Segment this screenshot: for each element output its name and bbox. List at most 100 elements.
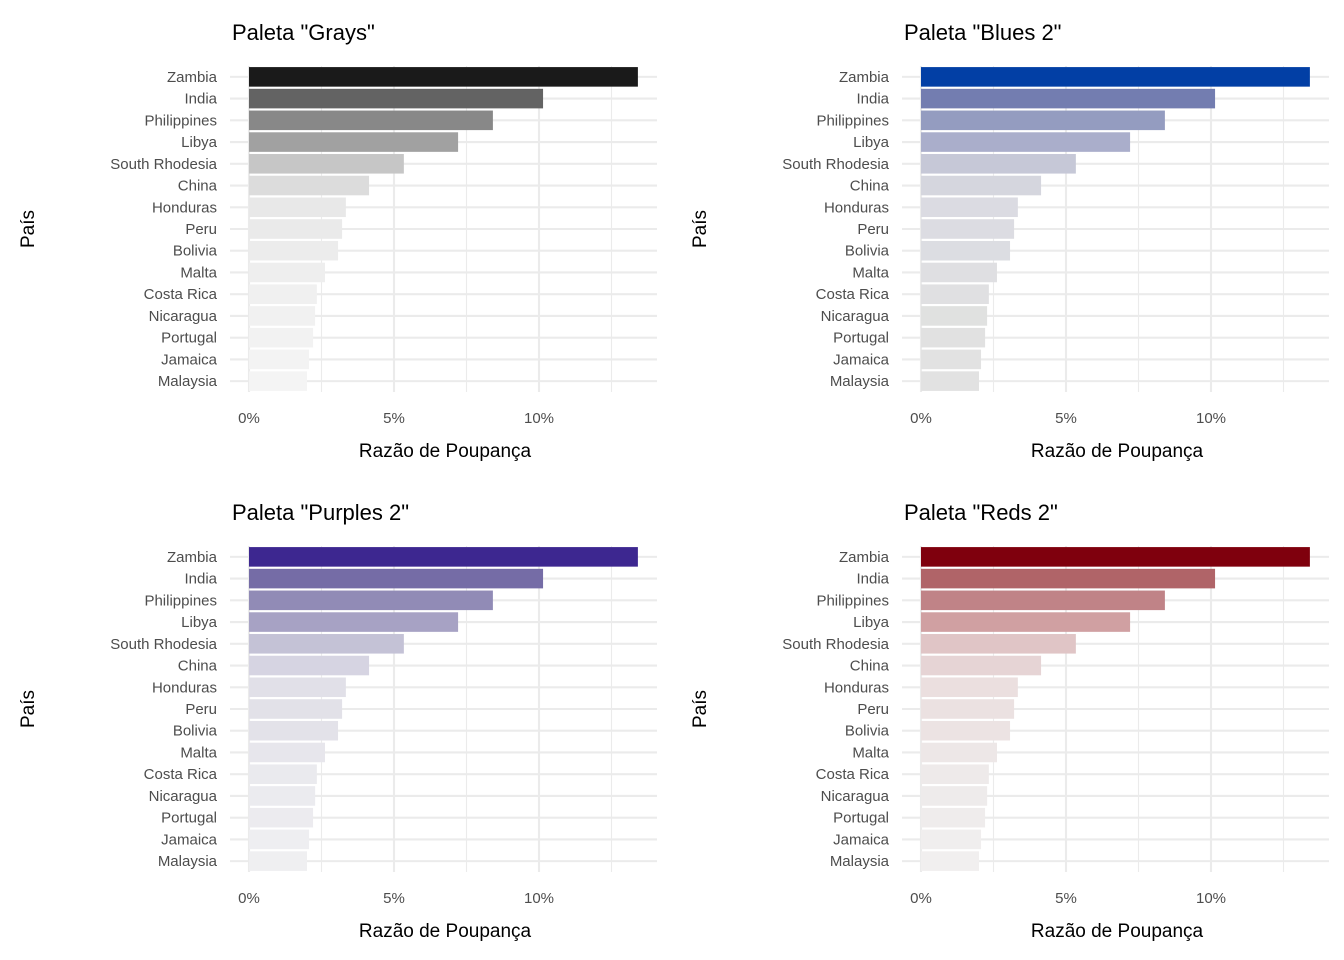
y-tick-label: Portugal <box>161 330 217 347</box>
y-tick-label: Libya <box>181 134 218 151</box>
bar <box>249 306 316 326</box>
y-tick-label: Portugal <box>833 330 889 347</box>
bar <box>249 851 307 871</box>
y-tick-label: India <box>184 91 217 108</box>
y-tick-label: Peru <box>857 701 889 718</box>
bar <box>921 720 1011 741</box>
y-tick-label: India <box>856 91 889 108</box>
y-tick-label: India <box>184 571 217 588</box>
y-tick-label: Honduras <box>152 679 217 696</box>
chart-panel: Zambia India Philippines Libya South Rhodesi… <box>18 500 657 942</box>
bar <box>921 677 1018 698</box>
y-tick-label: Jamaica <box>833 831 890 848</box>
y-tick-label: Bolivia <box>845 723 890 740</box>
y-axis-title: País <box>690 690 711 728</box>
bar <box>249 154 404 174</box>
bar <box>921 110 1165 131</box>
y-tick-label: Malaysia <box>830 853 890 870</box>
x-tick-label: 0% <box>910 890 932 907</box>
y-tick-label: Portugal <box>833 810 889 827</box>
bar <box>921 306 988 326</box>
bar <box>921 612 1131 632</box>
bar <box>921 547 1310 567</box>
y-tick-label: Zambia <box>167 549 218 566</box>
bar <box>249 349 310 370</box>
chart-title: Paleta "Purples 2" <box>232 500 409 525</box>
y-tick-label: South Rhodesia <box>782 156 889 173</box>
bar <box>921 786 988 806</box>
y-tick-label: Malaysia <box>830 373 890 390</box>
y-tick-label: South Rhodesia <box>782 636 889 653</box>
bar <box>921 219 1015 239</box>
y-tick-label: Malta <box>180 264 217 281</box>
bar <box>921 197 1018 218</box>
bar <box>249 132 459 152</box>
y-tick-label: Portugal <box>161 810 217 827</box>
x-axis-title: Razão de Poupança <box>359 921 532 942</box>
bar <box>249 568 544 589</box>
bar <box>921 262 997 283</box>
x-tick-label: 10% <box>1196 410 1226 427</box>
y-tick-label: Bolivia <box>173 723 218 740</box>
bar <box>921 284 989 304</box>
chart-title: Paleta "Reds 2" <box>904 500 1058 525</box>
bar <box>921 655 1042 676</box>
y-tick-label: Honduras <box>152 199 217 216</box>
bar <box>921 568 1216 589</box>
y-tick-label: Nicaragua <box>821 788 890 805</box>
y-tick-label: China <box>178 178 218 195</box>
bar <box>249 699 343 719</box>
bar <box>249 547 638 567</box>
x-tick-label: 0% <box>238 890 260 907</box>
x-tick-label: 10% <box>524 890 554 907</box>
y-tick-label: Costa Rica <box>816 286 890 303</box>
chart-panel: Zambia India Philippines Libya South Rhodesi… <box>690 20 1329 462</box>
y-tick-label: China <box>850 178 890 195</box>
y-tick-label: Nicaragua <box>821 308 890 325</box>
y-tick-label: Zambia <box>839 69 890 86</box>
x-tick-label: 5% <box>383 890 405 907</box>
bar <box>249 327 314 348</box>
bar <box>249 284 317 304</box>
y-tick-label: Jamaica <box>161 831 218 848</box>
x-tick-label: 0% <box>910 410 932 427</box>
y-tick-label: Peru <box>185 701 217 718</box>
bar <box>249 110 493 131</box>
bar <box>921 371 979 391</box>
chart-panel: Zambia India Philippines Libya South Rhodesi… <box>18 20 657 462</box>
bar <box>249 720 339 741</box>
bar <box>921 67 1310 87</box>
x-tick-label: 10% <box>1196 890 1226 907</box>
bar <box>921 88 1216 109</box>
y-tick-label: Bolivia <box>845 243 890 260</box>
y-tick-label: Zambia <box>167 69 218 86</box>
y-tick-label: India <box>856 571 889 588</box>
bar <box>249 590 493 611</box>
x-axis-title: Razão de Poupança <box>1031 921 1204 942</box>
chart-panel: Zambia India Philippines Libya South Rhodesi… <box>690 500 1329 942</box>
bar <box>921 742 997 763</box>
x-tick-label: 0% <box>238 410 260 427</box>
bar <box>249 67 638 87</box>
bar <box>921 699 1015 719</box>
y-tick-label: Malta <box>852 264 889 281</box>
y-tick-label: Bolivia <box>173 243 218 260</box>
y-tick-label: Costa Rica <box>144 286 218 303</box>
y-tick-label: Philippines <box>816 112 889 129</box>
x-axis-title: Razão de Poupança <box>359 441 532 462</box>
y-tick-label: Libya <box>853 134 890 151</box>
y-axis-title: País <box>18 210 39 248</box>
y-tick-label: Nicaragua <box>149 788 218 805</box>
chart-title: Paleta "Grays" <box>232 20 375 45</box>
y-tick-label: Philippines <box>816 592 889 609</box>
y-tick-label: Peru <box>857 221 889 238</box>
bar <box>249 612 459 632</box>
bar <box>249 262 325 283</box>
x-tick-label: 5% <box>383 410 405 427</box>
y-tick-label: Honduras <box>824 679 889 696</box>
bar <box>249 634 404 654</box>
x-axis-title: Razão de Poupança <box>1031 441 1204 462</box>
y-tick-label: Costa Rica <box>816 766 890 783</box>
y-tick-label: Philippines <box>144 112 217 129</box>
x-tick-label: 10% <box>524 410 554 427</box>
